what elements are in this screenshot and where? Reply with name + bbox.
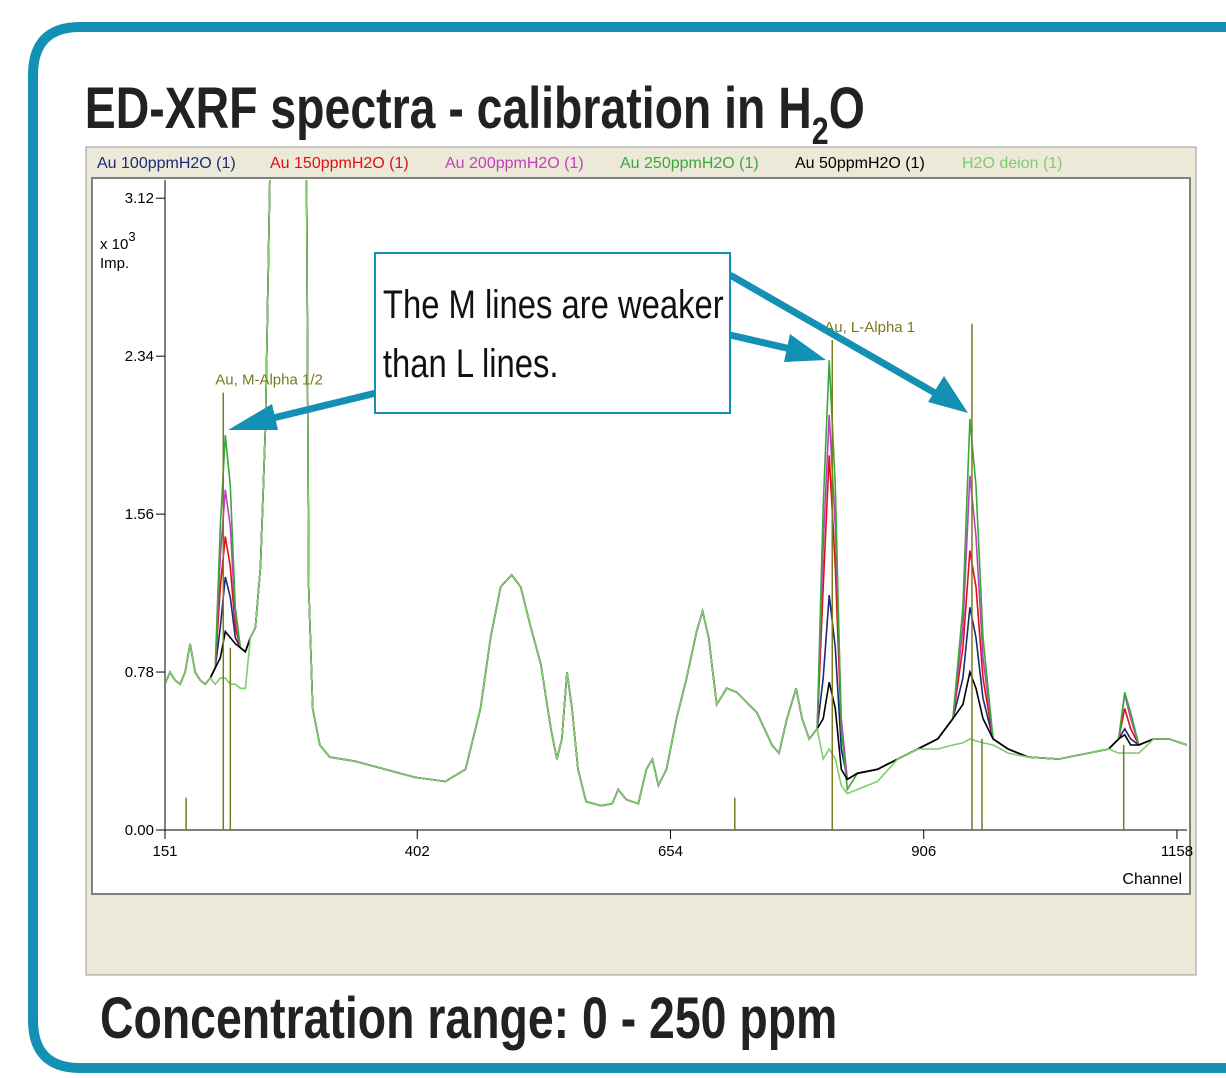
y-tick-label: 2.34 xyxy=(125,348,154,365)
x-tick-label: 402 xyxy=(405,843,430,860)
y-tick-label: 0.00 xyxy=(125,822,154,839)
plot xyxy=(166,180,1187,807)
title-end: O xyxy=(829,76,865,141)
y-label: x 103 xyxy=(100,229,136,253)
x-tick-label: 151 xyxy=(152,843,177,860)
y-tick-label: 0.78 xyxy=(125,664,154,681)
y-tick-label: 1.56 xyxy=(125,506,154,523)
y-label-exp: 3 xyxy=(128,229,135,244)
callout-text-group: The M lines are weaker than L lines. xyxy=(383,282,724,386)
title-sub: 2 xyxy=(812,111,829,153)
element-label: Au, M-Alpha 1/2 xyxy=(215,372,323,389)
title-group: ED-XRF spectra - calibration in H2O xyxy=(85,76,865,153)
y-label-unit: Imp. xyxy=(100,255,129,272)
spectrum-line xyxy=(166,180,1187,807)
callout-box xyxy=(374,252,731,414)
y-label-prefix: x 10 xyxy=(100,236,128,253)
legend-entry: Au 100ppmH2O (1) xyxy=(97,155,236,172)
legend-entry: Au 250ppmH2O (1) xyxy=(620,155,759,172)
x-tick-label: 1158 xyxy=(1161,843,1193,860)
element-label: Au, L-Alpha 1 xyxy=(824,319,915,336)
title: ED-XRF spectra - calibration in H2O xyxy=(85,76,865,153)
legend-entry: Au 150ppmH2O (1) xyxy=(270,155,409,172)
x-tick-label: 906 xyxy=(911,843,936,860)
legend-entry: H2O deion (1) xyxy=(962,155,1063,172)
x-tick-label: 654 xyxy=(658,843,683,860)
legend-entry: Au 50ppmH2O (1) xyxy=(795,155,925,172)
overlay: Au, M-Alpha 1/2 Au, L-Alpha 1 xyxy=(185,319,1125,830)
y-tick-label: 3.12 xyxy=(125,190,154,207)
callout-line: than L lines. xyxy=(383,341,559,386)
callout-line: The M lines are weaker xyxy=(383,282,724,327)
footer-group: Concentration range: 0 - 250 ppm xyxy=(100,986,837,1051)
callout-arrows xyxy=(228,271,968,430)
title-main: ED-XRF spectra - calibration in H xyxy=(85,76,812,141)
footer: Concentration range: 0 - 250 ppm xyxy=(100,986,837,1051)
legend-entry: Au 200ppmH2O (1) xyxy=(445,155,584,172)
x-label: Channel xyxy=(1122,871,1182,888)
